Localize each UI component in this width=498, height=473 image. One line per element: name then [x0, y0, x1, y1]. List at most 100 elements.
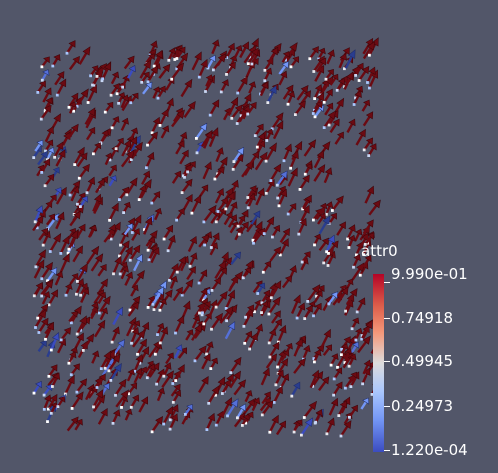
arrow-glyph	[215, 290, 228, 308]
point-marker	[158, 124, 162, 127]
point-marker	[46, 157, 49, 161]
point-marker	[190, 211, 194, 215]
arrow-shaft	[97, 413, 106, 425]
arrow-shaft	[347, 239, 354, 248]
arrow-shaft	[209, 104, 217, 116]
arrow-head	[346, 278, 354, 286]
arrow-glyph	[205, 412, 215, 431]
arrow-shaft	[286, 95, 293, 105]
point-marker	[64, 293, 68, 297]
arrow-head	[356, 62, 364, 71]
arrow-glyph	[146, 131, 158, 146]
arrow-head	[45, 261, 53, 272]
arrow-shaft	[256, 138, 263, 148]
arrow-shaft	[112, 262, 120, 275]
arrow-shaft	[362, 259, 370, 268]
arrow-head	[112, 353, 121, 363]
arrow-glyph	[248, 151, 260, 166]
arrow-shaft	[227, 218, 235, 228]
arrow-head	[369, 143, 377, 151]
arrow-glyph	[215, 147, 224, 163]
point-marker	[270, 127, 274, 131]
point-marker	[360, 334, 364, 337]
arrow-head	[217, 53, 227, 63]
arrow-shaft	[204, 80, 213, 93]
arrow-shaft	[206, 59, 214, 69]
arrow-head	[257, 132, 265, 141]
point-marker	[202, 322, 206, 326]
arrow-shaft	[325, 240, 333, 253]
arrow-head	[140, 396, 148, 405]
arrow-head	[162, 125, 170, 133]
arrow-shaft	[357, 341, 367, 354]
arrow-glyph	[278, 70, 288, 86]
arrow-shaft	[191, 58, 200, 71]
arrow-head	[91, 301, 99, 309]
arrow-shaft	[276, 190, 284, 199]
arrow-glyph	[111, 116, 120, 129]
arrow-head	[103, 62, 112, 71]
arrow-shaft	[70, 191, 77, 202]
arrow-head	[352, 341, 360, 349]
arrow-shaft	[298, 179, 307, 191]
arrow-shaft	[76, 94, 86, 107]
arrow-shaft	[97, 268, 105, 277]
point-marker	[77, 176, 81, 180]
point-marker	[368, 53, 371, 57]
arrow-shaft	[152, 90, 158, 99]
arrow-shaft	[173, 49, 181, 61]
arrow-glyph	[217, 196, 229, 213]
arrow-head	[136, 270, 145, 280]
arrow-shaft	[108, 178, 115, 187]
arrow-head	[248, 81, 257, 88]
arrow-head	[75, 391, 84, 401]
arrow-glyph	[127, 65, 136, 79]
colorbar-tick-min	[384, 450, 390, 451]
arrow-glyph	[166, 234, 176, 252]
arrow-shaft	[300, 423, 310, 436]
arrow-glyph	[221, 397, 232, 417]
arrow-head	[175, 344, 183, 352]
arrow-glyph	[156, 387, 165, 402]
arrow-glyph	[275, 420, 287, 436]
arrow-glyph	[114, 378, 127, 396]
arrow-shaft	[280, 353, 287, 362]
arrow-shaft	[245, 66, 253, 79]
arrow-glyph	[107, 353, 121, 372]
arrow-head	[175, 62, 185, 72]
arrow-head	[141, 346, 150, 356]
arrow-head	[216, 147, 224, 155]
point-marker	[237, 232, 241, 236]
point-marker	[271, 235, 274, 239]
arrow-shaft	[271, 118, 280, 130]
arrow-head	[171, 404, 179, 413]
arrow-head	[132, 394, 140, 402]
arrow-head	[58, 396, 66, 403]
point-marker	[75, 332, 79, 336]
arrow-shaft	[358, 71, 367, 82]
arrow-glyph	[270, 280, 282, 299]
arrow-shaft	[141, 175, 148, 185]
arrow-glyph	[87, 84, 97, 104]
point-marker	[327, 123, 331, 127]
arrow-glyph	[260, 289, 271, 304]
point-marker	[322, 261, 326, 265]
arrow-glyph	[318, 215, 331, 235]
point-marker	[180, 191, 184, 194]
arrow-shaft	[115, 395, 125, 408]
arrow-glyph	[53, 141, 64, 158]
point-marker	[325, 432, 329, 436]
arrow-glyph	[281, 51, 290, 63]
arrow-glyph	[203, 129, 213, 149]
arrow-head	[342, 47, 350, 55]
arrow-shaft	[247, 198, 254, 209]
arrow-glyph	[161, 370, 174, 388]
arrow-head	[286, 84, 294, 93]
point-marker	[146, 80, 150, 84]
arrow-glyph	[145, 151, 155, 169]
arrow-shaft	[350, 345, 357, 355]
arrow-glyph	[174, 364, 185, 382]
arrow-head	[338, 78, 345, 86]
arrow-glyph	[330, 353, 339, 366]
